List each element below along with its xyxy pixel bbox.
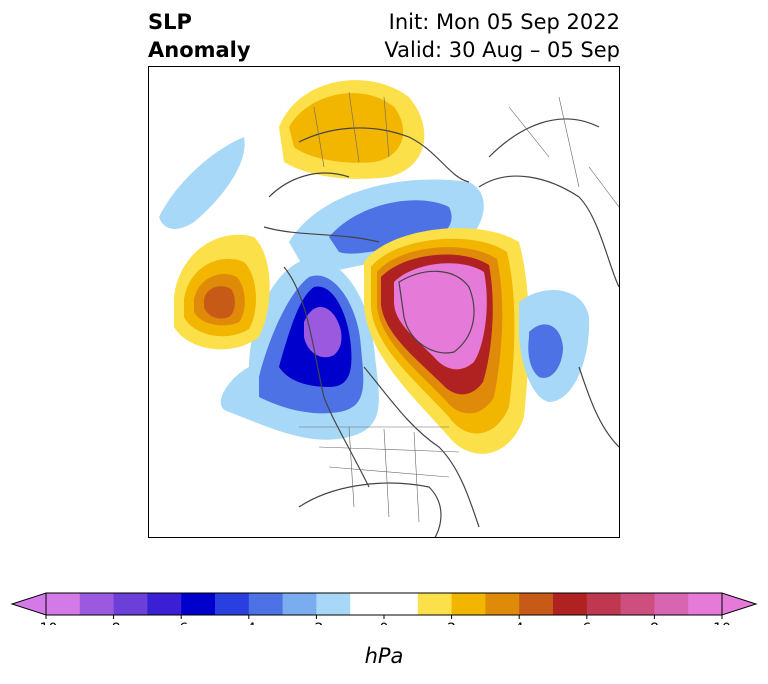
colorbar-cell — [553, 593, 588, 615]
colorbar-extend-min — [10, 592, 47, 616]
colorbar-cell — [316, 593, 351, 615]
init-date: Init: Mon 05 Sep 2022 — [388, 10, 620, 34]
colorbar-tick-label: -10 — [35, 621, 58, 625]
colorbar-cell — [519, 593, 554, 615]
colorbar-cell — [147, 593, 182, 615]
colorbar-tick-label: 4 — [515, 621, 524, 625]
anomaly-pos-pacific-core — [204, 286, 235, 319]
colorbar-cell — [688, 593, 723, 615]
valid-range: Valid: 30 Aug – 05 Sep — [384, 38, 620, 62]
colorbar-cell — [586, 593, 622, 615]
colorbar-tick-label: -4 — [242, 621, 256, 625]
colorbar-cell — [485, 593, 520, 615]
political-borders — [299, 91, 619, 523]
colorbar-cell — [79, 593, 115, 615]
colorbar-tick-label: 6 — [582, 621, 591, 625]
colorbar-cells — [10, 592, 758, 616]
colorbar-cell — [248, 593, 284, 615]
slp-anomaly-map — [148, 66, 620, 538]
anomaly-neg-pacific-lobe — [159, 137, 245, 229]
colorbar-cell — [215, 593, 250, 615]
colorbar-ticks: -10 -8 -6 -4 -2 0 2 4 6 8 10 — [35, 615, 731, 625]
colorbar-tick-label: 10 — [713, 621, 731, 625]
map-canvas — [159, 80, 619, 537]
title-type: Anomaly — [148, 38, 251, 62]
colorbar-cell — [620, 593, 655, 615]
colorbar: -10 -8 -6 -4 -2 0 2 4 6 8 10 — [10, 592, 758, 625]
colorbar-tick-label: 2 — [447, 621, 456, 625]
colorbar-cell — [384, 593, 419, 615]
coastlines — [263, 118, 619, 537]
title-variable: SLP — [148, 10, 192, 34]
colorbar-cell — [350, 593, 385, 615]
colorbar-cell — [451, 593, 486, 615]
colorbar-cell — [654, 593, 689, 615]
anomaly-neg-atlantic-mid — [528, 324, 563, 378]
colorbar-extend-max — [721, 592, 758, 616]
colorbar-tick-label: 0 — [380, 621, 389, 625]
colorbar-cell — [46, 593, 81, 615]
colorbar-tick-label: -8 — [107, 621, 121, 625]
colorbar-cell — [282, 593, 317, 615]
colorbar-tick-label: -2 — [309, 621, 323, 625]
colorbar-tick-label: -6 — [174, 621, 188, 625]
colorbar-unit: hPa — [364, 644, 404, 668]
colorbar-cell — [417, 593, 453, 615]
map-dates: Init: Mon 05 Sep 2022 Valid: 30 Aug – 05… — [384, 8, 620, 64]
map-title: SLP Anomaly — [148, 8, 251, 64]
colorbar-cell — [181, 593, 216, 615]
anomaly-pos-north-gold — [289, 93, 404, 163]
colorbar-cell — [113, 593, 148, 615]
colorbar-tick-label: 8 — [650, 621, 659, 625]
